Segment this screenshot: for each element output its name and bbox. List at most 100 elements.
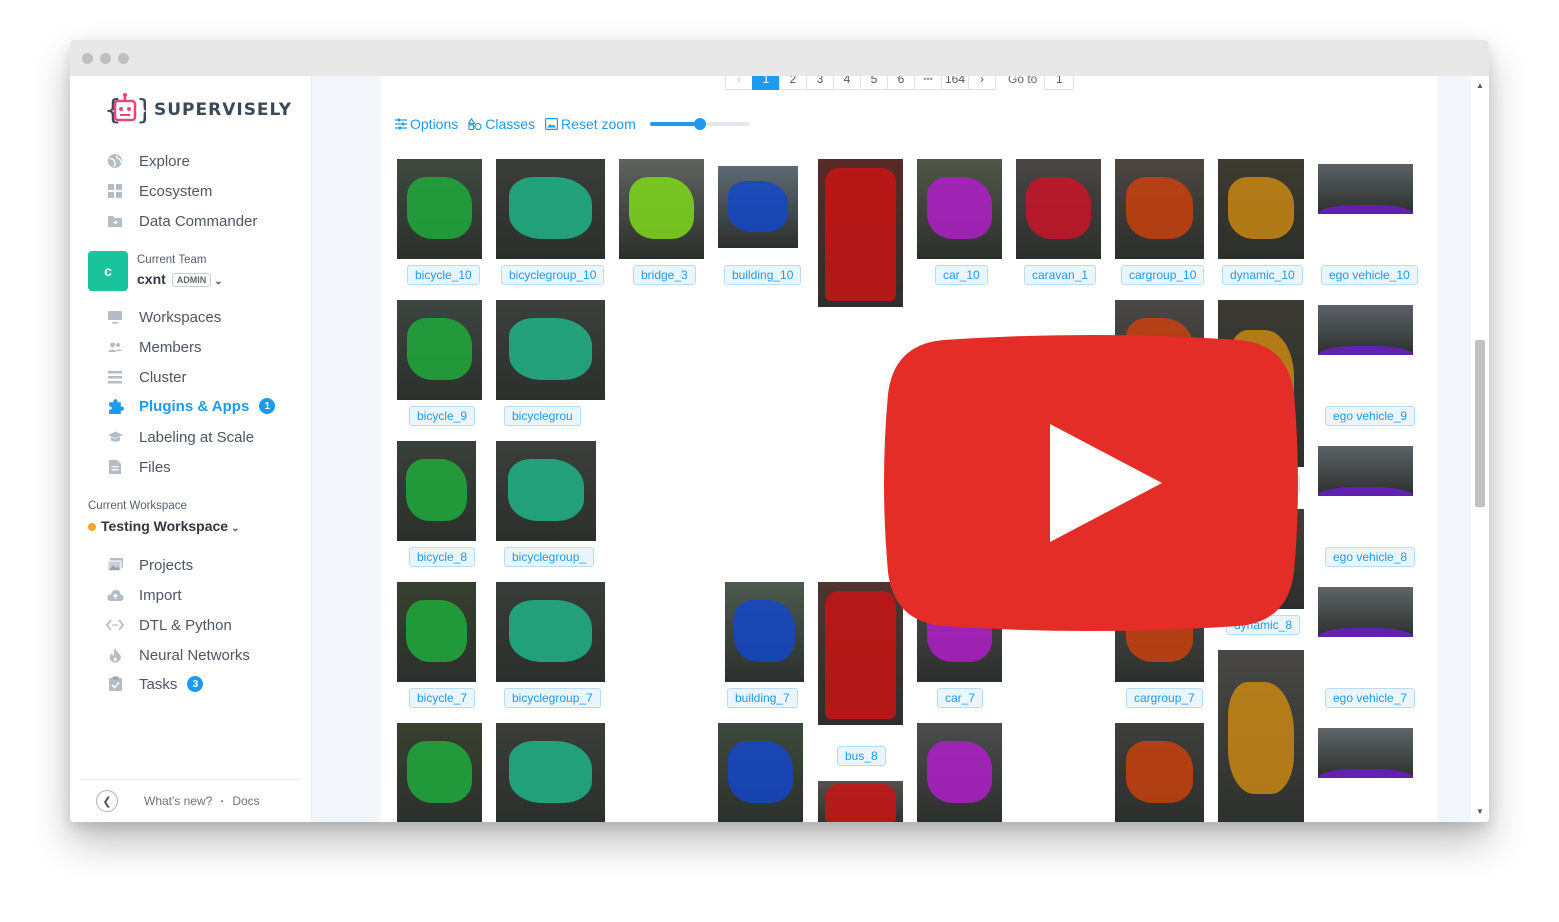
zoom-slider[interactable] bbox=[649, 118, 750, 130]
nav-cluster[interactable]: Cluster bbox=[106, 365, 187, 389]
class-tag[interactable]: bicyclegrou bbox=[504, 406, 581, 426]
collapse-sidebar-button[interactable]: ❮ bbox=[96, 790, 118, 812]
image-thumbnail[interactable] bbox=[397, 582, 476, 682]
scroll-down-arrow[interactable]: ▼ bbox=[1476, 807, 1484, 816]
nav-plugins-apps[interactable]: Plugins & Apps 1 bbox=[106, 394, 276, 418]
image-thumbnail[interactable] bbox=[917, 159, 1002, 259]
image-thumbnail[interactable] bbox=[818, 582, 903, 725]
nav-labeling-at-scale[interactable]: Labeling at Scale bbox=[106, 425, 254, 449]
goto-page-input[interactable]: 1 bbox=[1044, 76, 1075, 90]
nav-members[interactable]: Members bbox=[106, 335, 202, 359]
window-control-dot[interactable] bbox=[82, 53, 93, 64]
image-thumbnail[interactable] bbox=[718, 723, 803, 822]
nav-import[interactable]: Import bbox=[106, 583, 182, 607]
image-thumbnail[interactable] bbox=[397, 723, 482, 822]
page-button[interactable]: 164 bbox=[941, 76, 969, 90]
page-button[interactable]: 4 bbox=[833, 76, 861, 90]
image-thumbnail[interactable] bbox=[818, 159, 903, 307]
image-thumbnail[interactable] bbox=[725, 582, 804, 682]
image-thumbnail[interactable] bbox=[1318, 305, 1413, 355]
image-thumbnail[interactable] bbox=[1318, 587, 1413, 637]
class-tag[interactable]: cargroup_10 bbox=[1121, 265, 1205, 285]
class-tag[interactable]: bicycle_8 bbox=[409, 547, 476, 567]
image-thumbnail[interactable] bbox=[1318, 164, 1413, 214]
class-tag[interactable]: bicyclegroup_ bbox=[504, 547, 595, 567]
image-thumbnail[interactable] bbox=[818, 781, 903, 822]
workspace-selector[interactable]: Testing Workspace ⌄ bbox=[88, 518, 239, 534]
nav-ecosystem[interactable]: Ecosystem bbox=[106, 179, 212, 203]
class-tag[interactable]: cargroup_7 bbox=[1126, 688, 1203, 708]
nav-projects[interactable]: Projects bbox=[106, 553, 193, 577]
nav-data-commander[interactable]: Data Commander bbox=[106, 209, 257, 233]
image-thumbnail[interactable] bbox=[1218, 650, 1304, 822]
image-thumbnail[interactable] bbox=[1318, 446, 1413, 496]
prev-page-button[interactable]: ‹ bbox=[725, 76, 753, 90]
page-button[interactable]: 6 bbox=[887, 76, 915, 90]
class-tag[interactable]: dynamic_10 bbox=[1222, 265, 1303, 285]
scroll-up-arrow[interactable]: ▲ bbox=[1476, 81, 1484, 90]
class-tag[interactable]: caravan_1 bbox=[1024, 265, 1097, 285]
nav-workspaces[interactable]: Workspaces bbox=[106, 305, 221, 329]
nav-dtl-python[interactable]: DTL & Python bbox=[106, 613, 232, 637]
image-thumbnail[interactable] bbox=[619, 159, 704, 259]
image-thumbnail[interactable] bbox=[917, 723, 1002, 822]
options-button[interactable]: Options bbox=[395, 116, 458, 132]
image-thumbnail[interactable] bbox=[496, 723, 605, 822]
team-selector[interactable]: cxnt ADMIN ⌄ bbox=[137, 271, 223, 288]
page-scrollbar[interactable]: ▲ ▼ bbox=[1471, 76, 1489, 822]
page-button[interactable]: 2 bbox=[779, 76, 807, 90]
class-tag[interactable]: bicyclegroup_7 bbox=[504, 688, 601, 708]
more-pages-button[interactable]: ••• bbox=[914, 76, 942, 90]
brand-logo[interactable]: { } SUPERVISELY bbox=[104, 92, 292, 128]
team-avatar[interactable]: c bbox=[88, 251, 128, 291]
class-tag[interactable]: bicycle_9 bbox=[409, 406, 476, 426]
scrollbar-thumb[interactable] bbox=[1475, 340, 1485, 507]
nav-neural-networks[interactable]: Neural Networks bbox=[106, 643, 250, 667]
whats-new-link[interactable]: What's new? bbox=[144, 794, 213, 808]
class-tag[interactable]: building_10 bbox=[724, 265, 802, 285]
youtube-play-button[interactable] bbox=[882, 334, 1300, 632]
window-control-dot[interactable] bbox=[118, 53, 129, 64]
image-thumbnail[interactable] bbox=[397, 441, 476, 541]
reset-zoom-button[interactable]: Reset zoom bbox=[545, 116, 636, 132]
globe-icon bbox=[106, 152, 124, 170]
class-tag[interactable]: car_7 bbox=[937, 688, 984, 708]
class-tag[interactable]: car_10 bbox=[935, 265, 988, 285]
class-tag[interactable]: bicycle_10 bbox=[407, 265, 480, 285]
zoom-slider-handle[interactable] bbox=[693, 118, 706, 130]
image-thumbnail[interactable] bbox=[397, 300, 482, 400]
image-thumbnail[interactable] bbox=[496, 159, 605, 259]
image-thumbnail[interactable] bbox=[1218, 159, 1304, 259]
class-tag[interactable]: ego vehicle_9 bbox=[1325, 406, 1416, 426]
class-tag[interactable]: bicyclegroup_10 bbox=[501, 265, 605, 285]
image-thumbnail[interactable] bbox=[496, 300, 605, 400]
class-tag[interactable]: ego vehicle_10 bbox=[1321, 265, 1418, 285]
class-tag[interactable]: bridge_3 bbox=[633, 265, 696, 285]
class-tag[interactable]: bicycle_7 bbox=[409, 688, 476, 708]
nav-files[interactable]: Files bbox=[106, 455, 171, 479]
window-control-dot[interactable] bbox=[100, 53, 111, 64]
page-button[interactable]: 5 bbox=[860, 76, 888, 90]
image-thumbnail[interactable] bbox=[496, 441, 596, 541]
class-tag[interactable]: ego vehicle_8 bbox=[1325, 547, 1416, 567]
annotation-mask bbox=[1125, 741, 1194, 803]
class-tag[interactable]: building_7 bbox=[727, 688, 798, 708]
image-thumbnail[interactable] bbox=[1115, 723, 1204, 822]
nav-tasks[interactable]: Tasks 3 bbox=[106, 672, 204, 696]
image-thumbnail[interactable] bbox=[496, 582, 605, 682]
next-page-button[interactable]: › bbox=[968, 76, 996, 90]
image-thumbnail[interactable] bbox=[1016, 159, 1101, 259]
image-thumbnail[interactable] bbox=[718, 166, 798, 248]
image-thumbnail[interactable] bbox=[1115, 159, 1204, 259]
classes-button[interactable]: Classes bbox=[468, 116, 535, 132]
class-tag[interactable]: ego vehicle_7 bbox=[1325, 688, 1416, 708]
page-button[interactable]: 3 bbox=[806, 76, 834, 90]
image-thumbnail[interactable] bbox=[1318, 728, 1413, 778]
annotation-mask bbox=[727, 180, 789, 232]
docs-link[interactable]: Docs bbox=[232, 794, 260, 808]
page-button[interactable]: 1 bbox=[752, 76, 780, 90]
image-thumbnail[interactable] bbox=[397, 159, 482, 259]
class-tag[interactable]: bus_8 bbox=[837, 746, 886, 766]
chevron-left-icon: ❮ bbox=[102, 795, 112, 808]
nav-explore[interactable]: Explore bbox=[106, 149, 190, 173]
